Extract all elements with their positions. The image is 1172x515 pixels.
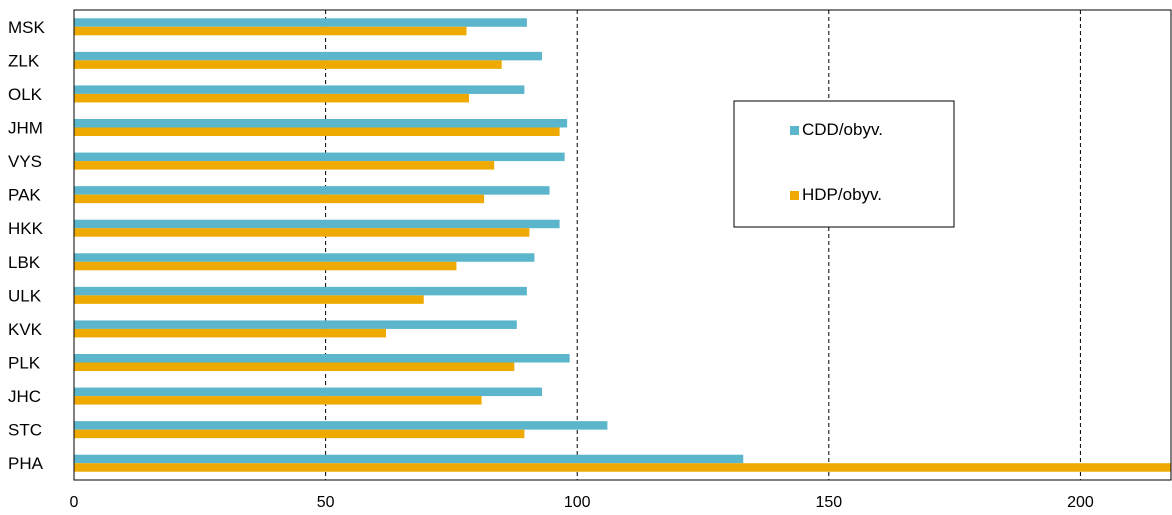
bar-hdp xyxy=(74,295,424,304)
bar-hdp xyxy=(74,93,470,103)
bar-hdp xyxy=(74,362,515,371)
legend-label: HDP/obyv. xyxy=(802,185,882,204)
bar-hdp xyxy=(74,429,525,439)
bar-cdd xyxy=(74,320,517,329)
category-label: MSK xyxy=(8,18,46,37)
plot-frame xyxy=(73,9,1172,481)
bar-hdp xyxy=(74,396,482,405)
bar-hdp xyxy=(74,261,457,271)
legend: CDD/obyv. HDP/obyv. xyxy=(733,100,955,228)
category-label: HKK xyxy=(8,219,44,238)
category-label: JHM xyxy=(8,119,43,138)
x-tick-label: 50 xyxy=(317,494,335,510)
bar-hdp xyxy=(74,228,530,237)
bar-cdd xyxy=(74,119,568,128)
legend-box xyxy=(733,100,955,228)
category-labels: MSK ZLK OLK JHM VYS PAK HKK LBK ULK KVK PLK JHC STC P… xyxy=(8,18,46,473)
bar-cdd xyxy=(74,286,527,296)
x-tick-labels: 0 50 100 150 200 xyxy=(70,494,1094,511)
bar-cdd xyxy=(74,152,565,162)
legend-swatch xyxy=(790,126,799,135)
category-label: STC xyxy=(8,421,42,440)
x-tick-label: 150 xyxy=(815,494,842,510)
axes xyxy=(73,9,1172,481)
category-label: PLK xyxy=(8,354,41,373)
category-label: LBK xyxy=(8,253,41,272)
category-label: ZLK xyxy=(8,51,40,70)
bar-cdd xyxy=(74,354,570,363)
bar-cdd xyxy=(74,387,542,397)
category-label: PAK xyxy=(8,186,41,205)
bar-cdd xyxy=(74,51,542,61)
x-tick-label: 200 xyxy=(1067,494,1094,510)
category-label: OLK xyxy=(8,85,43,104)
bar-hdp xyxy=(74,194,485,204)
legend-label: CDD/obyv. xyxy=(802,120,883,139)
category-label: KVK xyxy=(8,320,43,339)
bar-cdd xyxy=(74,454,744,464)
bar-cdd xyxy=(74,85,525,94)
bar-cdd xyxy=(74,421,608,430)
legend-swatch xyxy=(790,191,799,200)
bar-hdp xyxy=(74,60,502,69)
x-tick-label: 100 xyxy=(564,494,591,510)
bar-hdp xyxy=(74,127,560,136)
bar-hdp xyxy=(74,328,386,338)
bar-hdp xyxy=(74,463,1171,472)
x-tick-label: 0 xyxy=(70,494,79,510)
bar-cdd xyxy=(74,219,560,229)
bar-hdp xyxy=(74,161,495,170)
category-label: ULK xyxy=(8,286,42,305)
category-label: PHA xyxy=(8,454,44,473)
category-label: VYS xyxy=(8,152,42,171)
bar-cdd xyxy=(74,18,527,27)
bar-cdd xyxy=(74,253,535,262)
bars xyxy=(74,18,1171,472)
category-label: JHC xyxy=(8,387,41,406)
gridlines xyxy=(325,10,1081,480)
bar-cdd xyxy=(74,186,550,195)
bar-hdp xyxy=(74,26,467,36)
